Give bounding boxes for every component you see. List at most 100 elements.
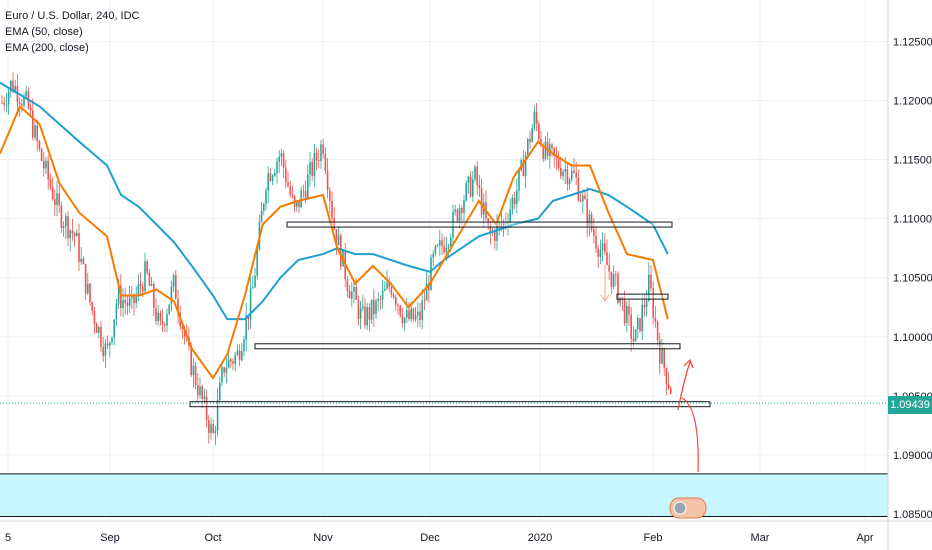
candle-body xyxy=(529,138,531,143)
candle-body xyxy=(599,250,602,257)
candle-body xyxy=(645,300,648,308)
candle-body xyxy=(617,274,619,303)
candle-body xyxy=(373,299,375,315)
candle-body xyxy=(241,350,243,361)
candle-body xyxy=(463,200,465,214)
y-tick-label: 1.11000 xyxy=(893,214,932,226)
candle-body xyxy=(177,299,179,313)
support-level-box[interactable] xyxy=(189,401,711,408)
candle-body xyxy=(274,173,276,176)
candle-body xyxy=(375,300,377,315)
candle-body xyxy=(164,324,166,326)
candle-body xyxy=(142,286,144,292)
candle-body xyxy=(214,430,217,434)
candle-body xyxy=(71,230,74,234)
candle-body xyxy=(357,299,360,320)
candle-body xyxy=(454,209,456,212)
candle-body xyxy=(54,199,56,205)
candle-body xyxy=(340,235,342,267)
candle-body xyxy=(568,179,571,184)
candle-body xyxy=(544,141,547,159)
ema200-legend[interactable]: EMA (200, close) xyxy=(5,42,89,54)
candle-body xyxy=(467,176,470,183)
candle-body xyxy=(32,110,34,138)
candle-body xyxy=(661,349,663,364)
candle-body xyxy=(447,246,450,248)
candle-body xyxy=(419,311,421,320)
candle-body xyxy=(192,365,195,376)
candle-body xyxy=(243,339,245,351)
candle-body xyxy=(309,162,311,175)
candle-body xyxy=(98,326,100,333)
candle-body xyxy=(80,258,82,262)
candle-body xyxy=(76,232,78,237)
candle-body xyxy=(320,144,322,161)
candle-body xyxy=(575,172,577,178)
candle-body xyxy=(667,384,670,389)
y-tick-label: 1.12500 xyxy=(893,36,932,48)
candle-body xyxy=(16,86,19,103)
last-price-label: 1.09439 xyxy=(888,396,932,414)
candle-body xyxy=(62,226,65,229)
candle-body xyxy=(597,248,599,257)
candle-body xyxy=(146,261,148,273)
candle-body xyxy=(384,288,386,291)
candle-body xyxy=(3,102,5,105)
candle-body xyxy=(612,274,615,287)
candle-body xyxy=(122,300,124,309)
candle-body xyxy=(588,214,591,227)
candle-body xyxy=(650,274,652,289)
candle-body xyxy=(326,171,329,191)
resistance-level-box[interactable] xyxy=(286,221,673,228)
candle-body xyxy=(430,257,432,291)
candle-body xyxy=(311,162,313,176)
support-zone xyxy=(0,473,888,517)
candle-body xyxy=(1,102,3,104)
candle-body xyxy=(571,170,573,180)
candle-body xyxy=(641,304,643,331)
candle-body xyxy=(524,155,527,177)
candle-body xyxy=(296,200,298,207)
candle-body xyxy=(212,424,214,434)
ema50-legend[interactable]: EMA (50, close) xyxy=(5,26,83,38)
candle-body xyxy=(117,285,120,304)
candle-body xyxy=(538,123,540,140)
candle-body xyxy=(439,240,441,246)
candle-body xyxy=(227,359,230,369)
candle-body xyxy=(608,265,610,272)
candle-body xyxy=(659,340,661,364)
candle-body xyxy=(43,160,45,169)
candle-body xyxy=(566,169,569,184)
candle-body xyxy=(51,187,54,200)
candle-body xyxy=(579,200,582,202)
candle-body xyxy=(247,315,250,320)
candle-body xyxy=(496,224,498,241)
candle-body xyxy=(232,361,234,364)
small-level-box[interactable] xyxy=(616,293,669,300)
mid-level-box[interactable] xyxy=(254,343,681,350)
candle-body xyxy=(456,209,459,221)
candle-body xyxy=(168,304,170,314)
candle-body xyxy=(225,368,228,373)
candle-body xyxy=(410,308,412,320)
candle-body xyxy=(337,235,340,246)
candle-body xyxy=(245,315,247,340)
candle-body xyxy=(399,305,401,316)
y-tick-label: 1.08500 xyxy=(893,509,932,521)
horizontal-levels[interactable] xyxy=(189,221,711,408)
candle-body xyxy=(166,313,168,326)
candle-body xyxy=(582,195,584,202)
candle-body xyxy=(502,221,505,226)
candle-body xyxy=(637,318,639,330)
candle-body xyxy=(238,350,241,361)
symbol-title[interactable]: Euro / U.S. Dollar, 240, IDC xyxy=(5,10,140,22)
candle-body xyxy=(432,253,434,258)
y-tick-label: 1.11500 xyxy=(893,155,932,167)
candle-body xyxy=(60,205,63,229)
candle-body xyxy=(533,111,536,128)
candle-body xyxy=(656,321,659,341)
candle-body xyxy=(513,197,516,204)
candle-body xyxy=(100,326,102,347)
